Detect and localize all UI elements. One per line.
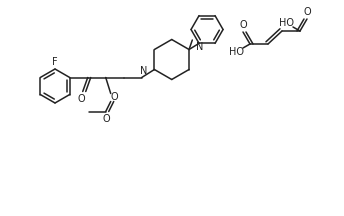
Text: N: N bbox=[140, 67, 147, 76]
Text: HO: HO bbox=[279, 18, 293, 28]
Text: O: O bbox=[111, 92, 119, 103]
Text: N: N bbox=[196, 43, 203, 52]
Text: O: O bbox=[103, 113, 110, 124]
Text: O: O bbox=[78, 94, 86, 103]
Text: F: F bbox=[52, 57, 58, 67]
Text: O: O bbox=[239, 20, 247, 30]
Text: O: O bbox=[303, 7, 311, 17]
Text: HO: HO bbox=[228, 47, 244, 57]
